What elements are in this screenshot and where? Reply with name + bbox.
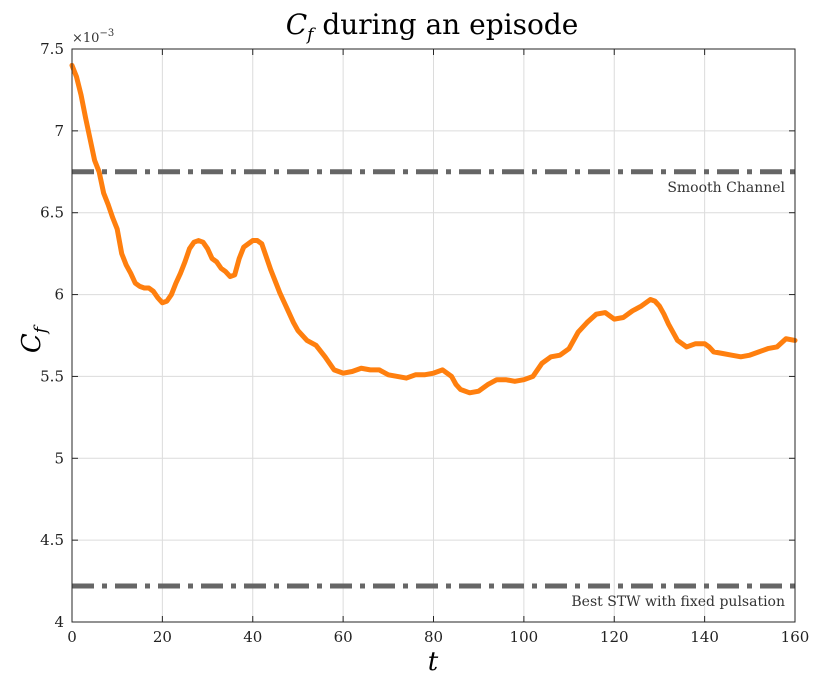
x-axis-ticks: 0 20 40 60 80 100 120 140 160	[67, 49, 809, 646]
y-tick-label: 5	[54, 449, 64, 467]
chart-title: Cf during an episode	[286, 8, 579, 45]
reference-line-label: Best STW with fixed pulsation	[571, 594, 785, 610]
reference-lines: Smooth Channel Best STW with fixed pulsat…	[72, 169, 795, 610]
x-tick-label: 80	[424, 628, 443, 646]
y-axis-ticks: 4 4.5 5 5.5 6 6.5 7 7.5	[40, 40, 795, 631]
series-line	[69, 62, 798, 396]
y-tick-label: 6.5	[40, 204, 64, 222]
y-tick-label: 4.5	[40, 531, 64, 549]
reference-line-label: Smooth Channel	[667, 180, 785, 196]
x-tick-label: 20	[153, 628, 172, 646]
y-tick-label: 6	[54, 286, 64, 304]
data-series	[69, 62, 798, 396]
x-tick-label: 60	[334, 628, 353, 646]
x-tick-label: 40	[243, 628, 262, 646]
y-tick-label: 4	[54, 613, 64, 631]
grid-lines	[72, 49, 795, 622]
x-tick-label: 160	[781, 628, 810, 646]
x-tick-label: 100	[510, 628, 539, 646]
y-exponent-label: ×10−3	[72, 28, 114, 46]
y-tick-label: 5.5	[40, 367, 64, 385]
x-tick-label: 140	[690, 628, 719, 646]
y-tick-label: 7.5	[40, 40, 64, 58]
x-axis-label: t	[428, 647, 439, 677]
x-tick-label: 120	[600, 628, 629, 646]
y-axis-label: Cf	[17, 324, 51, 353]
y-tick-label: 7	[54, 122, 64, 140]
x-tick-label: 0	[67, 628, 77, 646]
